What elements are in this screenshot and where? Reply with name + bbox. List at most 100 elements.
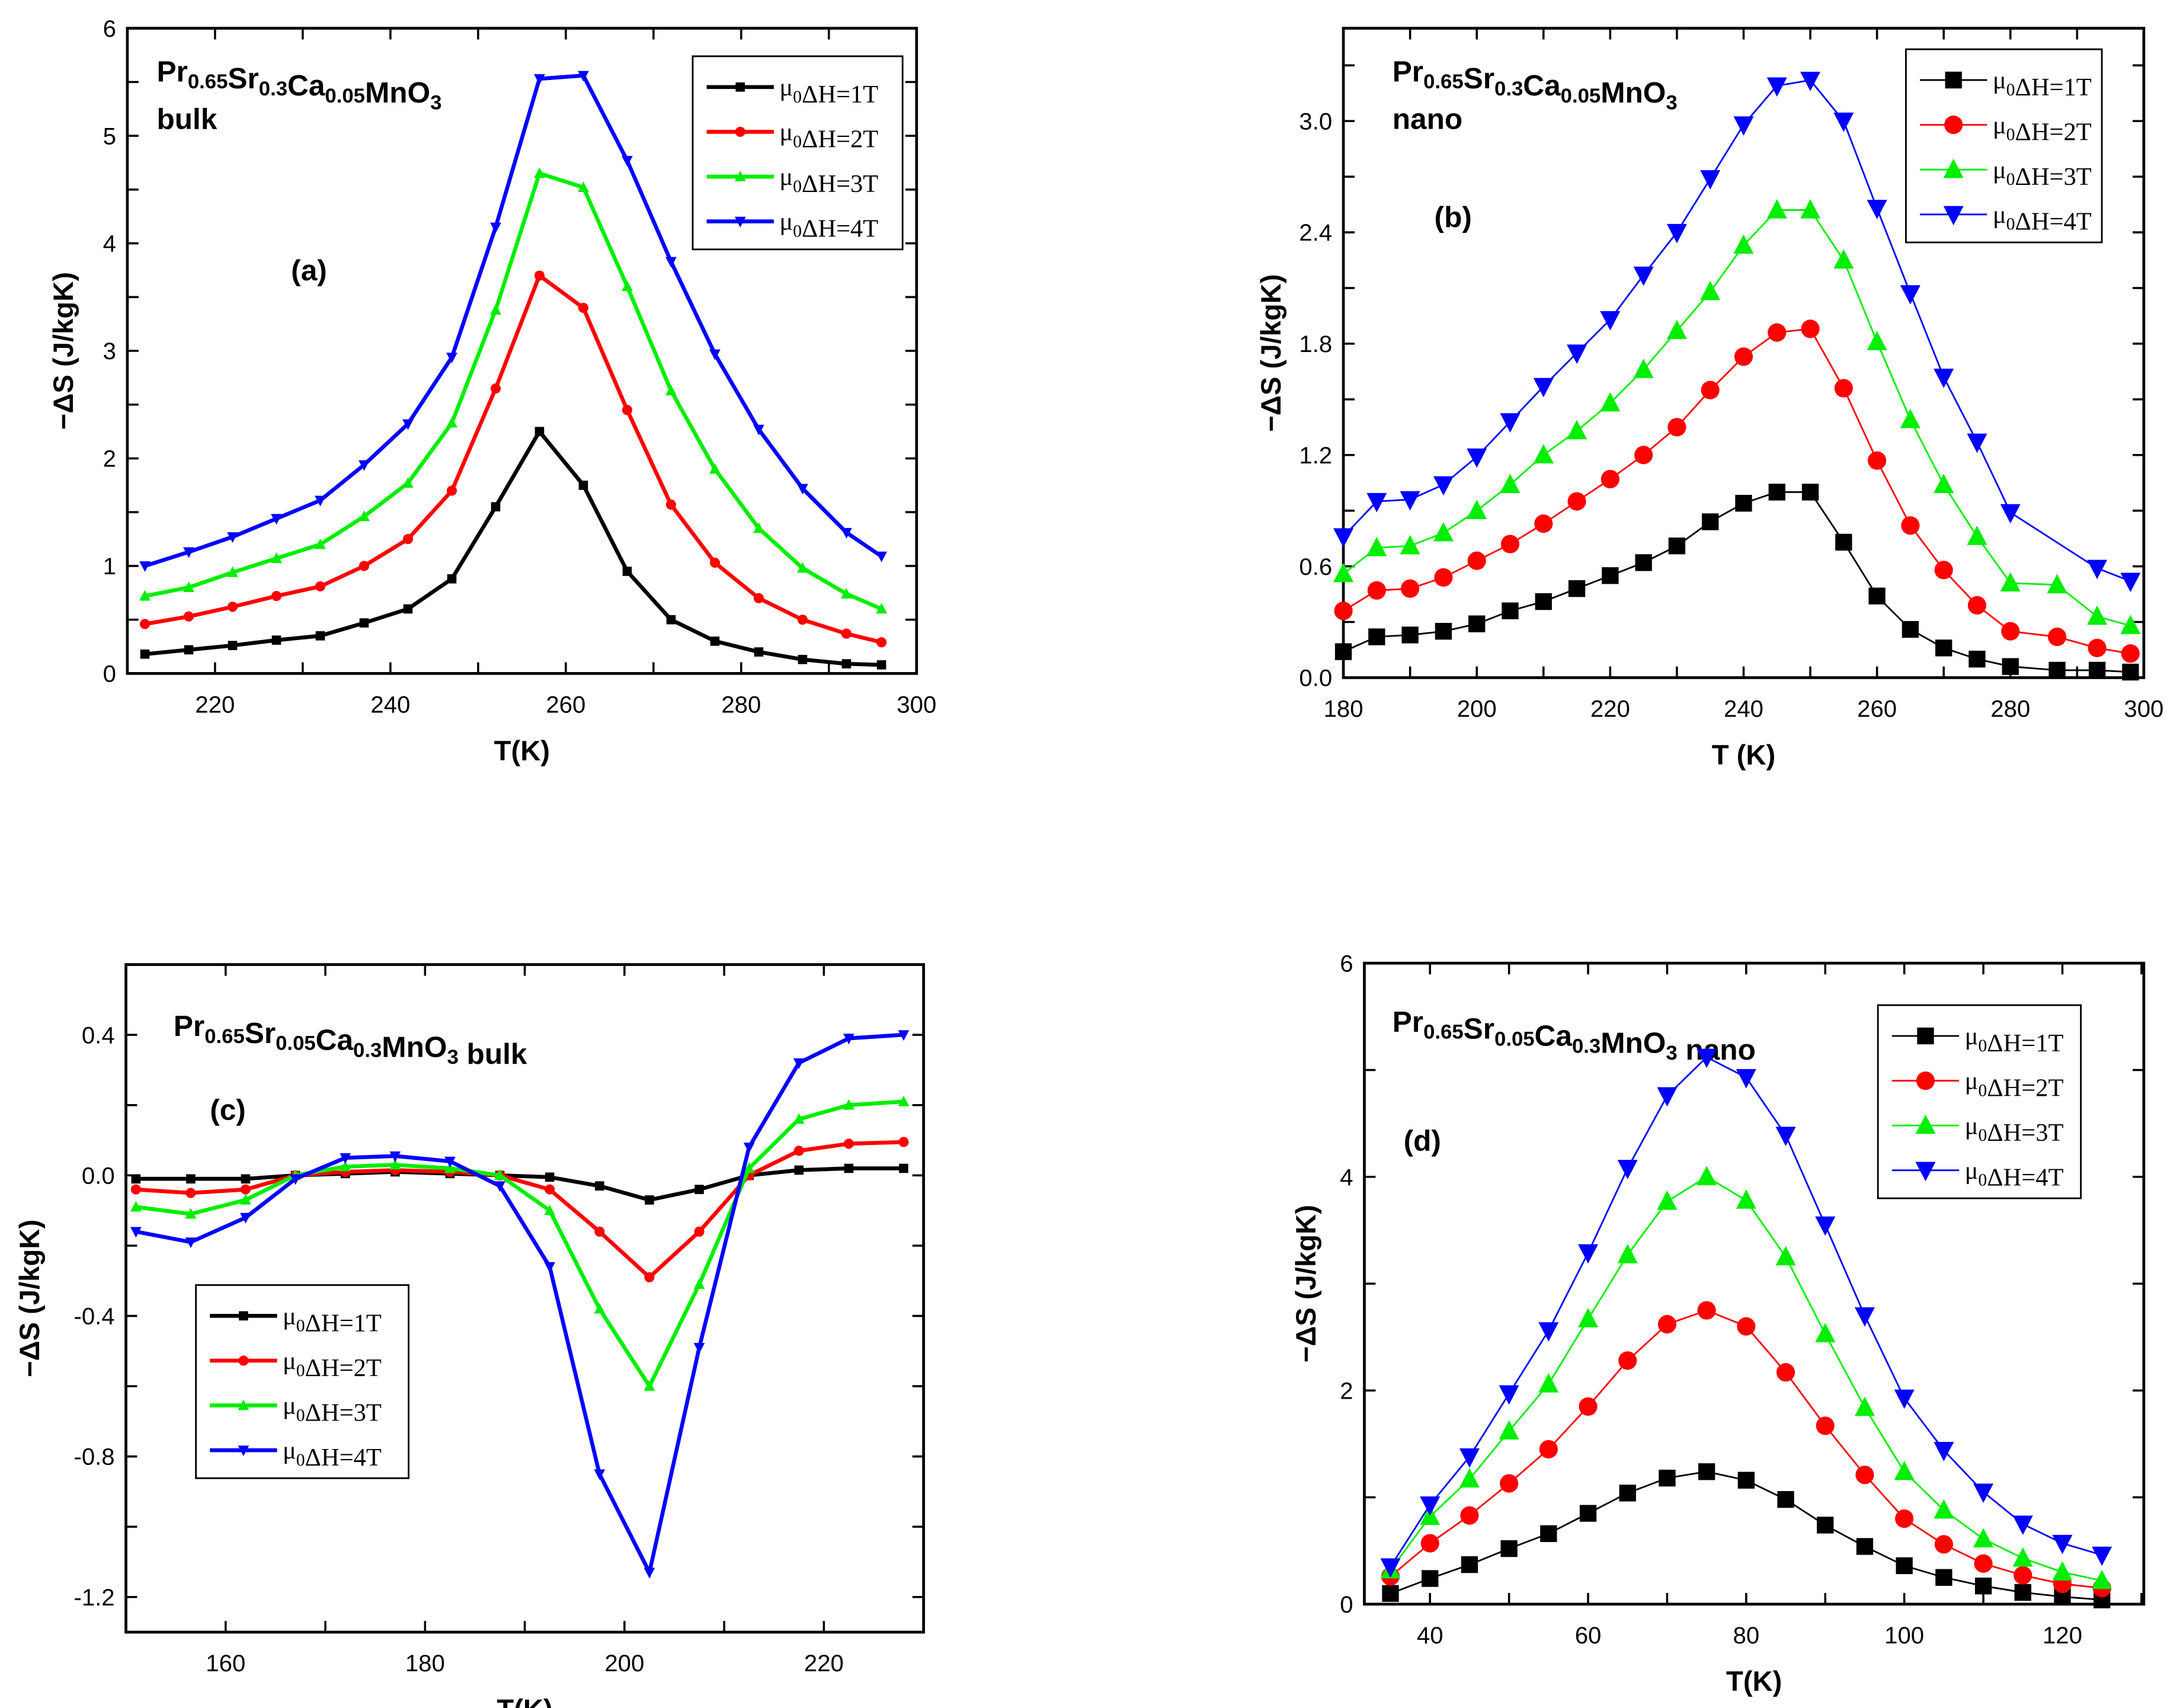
legend-marker bbox=[734, 170, 746, 181]
x-tick-label: 260 bbox=[1857, 696, 1897, 722]
data-point bbox=[1974, 1577, 1992, 1595]
data-point bbox=[1894, 1389, 1915, 1409]
data-point bbox=[1854, 1396, 1875, 1416]
series-line bbox=[144, 73, 883, 568]
series-3T bbox=[139, 167, 887, 614]
data-point bbox=[1800, 72, 1821, 91]
y-tick-label: 0.0 bbox=[1299, 665, 1332, 692]
data-point bbox=[1667, 418, 1686, 437]
data-point bbox=[402, 477, 414, 488]
data-point bbox=[1733, 116, 1754, 136]
data-point bbox=[1380, 1558, 1401, 1578]
data-point bbox=[1735, 494, 1752, 512]
data-point bbox=[315, 495, 326, 507]
panel-label: (a) bbox=[291, 254, 327, 287]
data-point bbox=[1737, 1317, 1756, 1336]
data-point bbox=[1856, 1538, 1874, 1555]
data-point bbox=[447, 574, 457, 584]
legend-marker bbox=[239, 1311, 248, 1321]
data-point bbox=[534, 427, 545, 436]
data-point bbox=[2014, 1584, 2031, 1601]
y-tick-label: 0.6 bbox=[1299, 554, 1332, 580]
data-point bbox=[644, 1272, 655, 1282]
legend-box bbox=[1904, 48, 2103, 244]
series-line bbox=[1390, 1470, 2102, 1601]
series-2T bbox=[130, 1137, 909, 1282]
legend-marker bbox=[238, 1445, 249, 1457]
data-point bbox=[843, 1034, 854, 1045]
data-point bbox=[1366, 536, 1387, 556]
data-point bbox=[1382, 1585, 1399, 1602]
data-point bbox=[876, 637, 887, 648]
data-point bbox=[1502, 602, 1519, 619]
legend-marker bbox=[1915, 1162, 1936, 1182]
data-point bbox=[1602, 567, 1619, 584]
data-point bbox=[2087, 605, 2108, 625]
data-point bbox=[446, 417, 457, 428]
data-point bbox=[1935, 1569, 1952, 1586]
data-point bbox=[1633, 266, 1654, 286]
data-point bbox=[1538, 1322, 1559, 1342]
data-point bbox=[1668, 537, 1686, 555]
panel-label: (d) bbox=[1404, 1124, 1441, 1157]
data-point bbox=[1833, 249, 1854, 269]
data-point bbox=[844, 1163, 854, 1173]
data-point bbox=[490, 383, 501, 394]
panel-label: (b) bbox=[1435, 200, 1472, 234]
data-point bbox=[2047, 574, 2067, 594]
data-point bbox=[1768, 323, 1787, 342]
data-point bbox=[2122, 663, 2139, 681]
data-point bbox=[2092, 1546, 2112, 1566]
data-point bbox=[1533, 444, 1554, 463]
data-point bbox=[665, 499, 677, 510]
x-axis-label: T(K) bbox=[1726, 1666, 1782, 1697]
data-point bbox=[1422, 1570, 1439, 1587]
y-tick-label: 0 bbox=[103, 661, 116, 687]
data-point bbox=[1902, 620, 1919, 638]
data-point bbox=[2002, 658, 2019, 675]
data-point bbox=[2088, 661, 2106, 679]
data-point bbox=[359, 510, 370, 522]
legend-entry: μ0ΔH=2T bbox=[1965, 1067, 2064, 1102]
data-point bbox=[1733, 234, 1754, 254]
data-point bbox=[1500, 474, 1521, 494]
data-point bbox=[290, 1174, 301, 1185]
data-point bbox=[578, 481, 588, 490]
legend-marker bbox=[238, 1355, 249, 1366]
data-point bbox=[1736, 1069, 1756, 1089]
series-4T bbox=[1333, 72, 2141, 593]
data-point bbox=[876, 551, 887, 562]
data-point bbox=[693, 1278, 705, 1289]
data-point bbox=[2012, 1547, 2033, 1567]
data-point bbox=[534, 74, 545, 85]
data-point bbox=[545, 1184, 555, 1195]
legend-marker bbox=[1943, 158, 1964, 178]
series-4T bbox=[139, 71, 887, 572]
data-point bbox=[876, 660, 886, 670]
data-point bbox=[1834, 379, 1853, 398]
data-point bbox=[315, 538, 326, 549]
data-point bbox=[227, 532, 238, 543]
data-point bbox=[1617, 1243, 1638, 1264]
data-point bbox=[2120, 615, 2141, 634]
data-point bbox=[841, 527, 852, 539]
y-tick-label: 4 bbox=[103, 231, 116, 257]
data-point bbox=[227, 602, 238, 612]
data-point bbox=[130, 1184, 141, 1195]
data-point bbox=[1467, 551, 1486, 570]
data-point bbox=[1900, 285, 1920, 305]
data-point bbox=[185, 1208, 197, 1219]
data-point bbox=[594, 1226, 605, 1237]
data-point bbox=[1736, 1189, 1756, 1209]
data-point bbox=[1367, 581, 1386, 600]
legend-marker bbox=[735, 126, 745, 137]
sample-title: bulk bbox=[156, 103, 217, 136]
data-point bbox=[389, 1159, 401, 1170]
data-point bbox=[185, 1237, 197, 1249]
y-tick-label: 6 bbox=[103, 15, 116, 42]
data-point bbox=[1567, 420, 1587, 440]
data-point bbox=[1766, 199, 1787, 219]
data-point bbox=[794, 1165, 804, 1175]
y-tick-label: -0.8 bbox=[73, 1444, 114, 1470]
x-tick-label: 260 bbox=[546, 691, 585, 718]
